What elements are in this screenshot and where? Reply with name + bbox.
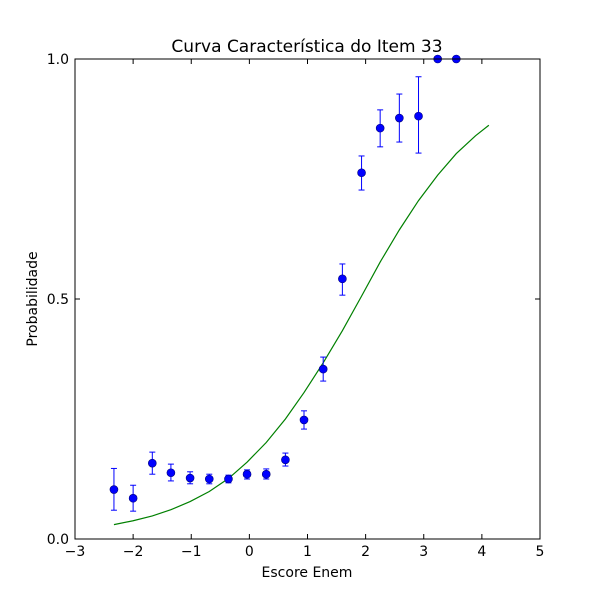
chart-title: Curva Característica do Item 33 — [171, 37, 442, 57]
x-tick-label: −3 — [65, 544, 86, 560]
x-tick-label: −2 — [123, 544, 144, 560]
x-tick-label: 1 — [303, 544, 312, 560]
data-point — [318, 364, 328, 374]
x-axis-label: Escore Enem — [262, 565, 353, 581]
x-tick-label: 4 — [477, 544, 486, 560]
fit-curve-layer — [113, 124, 490, 526]
y-axis-label: Probabilidade — [25, 251, 41, 346]
x-tick-label: 2 — [361, 544, 370, 560]
data-point — [204, 474, 214, 484]
data-point — [338, 274, 347, 284]
data-point — [299, 415, 309, 425]
ticks-layer: −3 −2 −1 0 1 2 3 4 5 0.0 0.5 1.0 — [47, 52, 545, 560]
data-point — [375, 123, 385, 133]
data-point — [224, 474, 233, 484]
x-tick-label: 3 — [419, 544, 428, 560]
data-point — [395, 113, 404, 123]
x-tick-label: 5 — [536, 544, 545, 560]
data-point — [109, 485, 119, 494]
data-point — [414, 111, 423, 121]
x-tick-label: 0 — [245, 544, 254, 560]
data-point — [281, 455, 290, 465]
data-point — [166, 468, 176, 478]
y-tick-label: 1.0 — [47, 52, 69, 68]
y-tick-label: 0.5 — [47, 292, 69, 308]
data-point — [185, 473, 195, 483]
fit-curve-line — [113, 124, 490, 526]
data-point — [242, 469, 252, 479]
x-tick-label: −1 — [181, 544, 202, 560]
data-point — [148, 458, 157, 468]
data-point — [128, 493, 138, 503]
y-tick-label: 0.0 — [47, 532, 69, 548]
data-point — [261, 469, 271, 479]
data-point — [357, 168, 366, 178]
